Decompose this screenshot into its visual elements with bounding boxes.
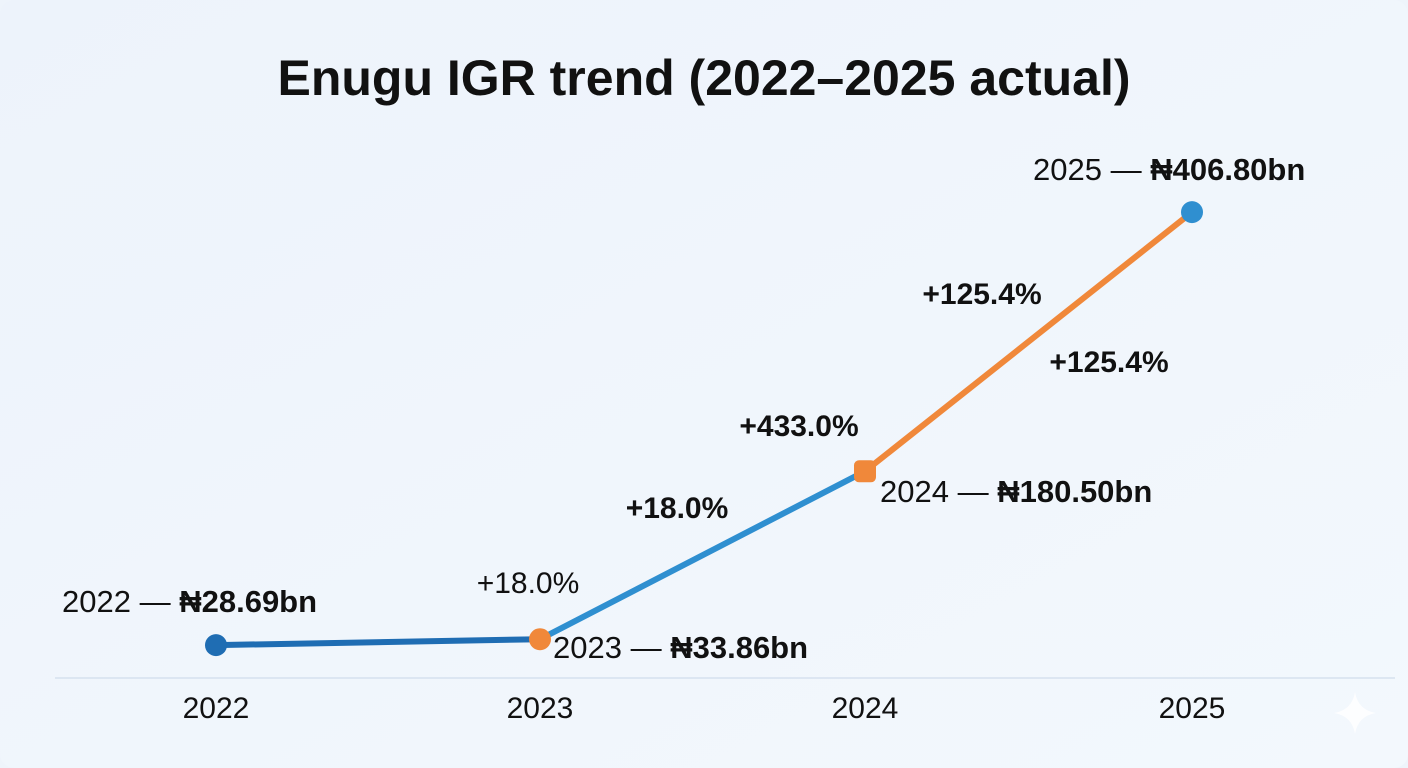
point-label-value: ₦406.80bn bbox=[1150, 152, 1305, 187]
point-label-separator: — bbox=[140, 584, 171, 619]
point-label-separator: — bbox=[958, 474, 989, 509]
growth-annotation: +18.0% bbox=[626, 492, 729, 525]
point-label-value: ₦33.86bn bbox=[670, 630, 808, 665]
growth-annotation: +125.4% bbox=[1049, 346, 1168, 379]
point-label: 2023 — ₦33.86bn bbox=[553, 630, 808, 665]
point-label-year: 2022 bbox=[62, 584, 131, 619]
marker bbox=[1181, 201, 1203, 224]
point-label-separator: — bbox=[1111, 152, 1142, 187]
line-segment bbox=[537, 468, 868, 643]
marker bbox=[205, 634, 227, 657]
point-label-value: ₦28.69bn bbox=[179, 584, 317, 619]
x-tick-label: 2024 bbox=[832, 692, 899, 725]
point-label-year: 2025 bbox=[1033, 152, 1102, 187]
line-segment bbox=[213, 636, 543, 649]
point-label-year: 2023 bbox=[553, 630, 622, 665]
marker bbox=[854, 460, 876, 483]
point-label-value: ₦180.50bn bbox=[997, 474, 1152, 509]
point-label: 2022 — ₦28.69bn bbox=[62, 584, 317, 619]
x-tick-label: 2025 bbox=[1159, 692, 1226, 725]
point-label-year: 2024 bbox=[880, 474, 949, 509]
sparkle-icon bbox=[1334, 692, 1376, 734]
growth-annotation: +433.0% bbox=[739, 410, 858, 443]
chart-title: Enugu IGR trend (2022–2025 actual) bbox=[277, 50, 1130, 106]
point-label-separator: — bbox=[631, 630, 662, 665]
marker bbox=[529, 628, 551, 651]
growth-annotation: +18.0% bbox=[477, 567, 580, 600]
point-label: 2024 — ₦180.50bn bbox=[880, 474, 1152, 509]
growth-annotation: +125.4% bbox=[922, 278, 1041, 311]
x-tick-label: 2022 bbox=[183, 692, 250, 725]
line-segment bbox=[862, 209, 1195, 475]
x-tick-label: 2023 bbox=[507, 692, 574, 725]
point-label: 2025 — ₦406.80bn bbox=[1033, 152, 1305, 187]
